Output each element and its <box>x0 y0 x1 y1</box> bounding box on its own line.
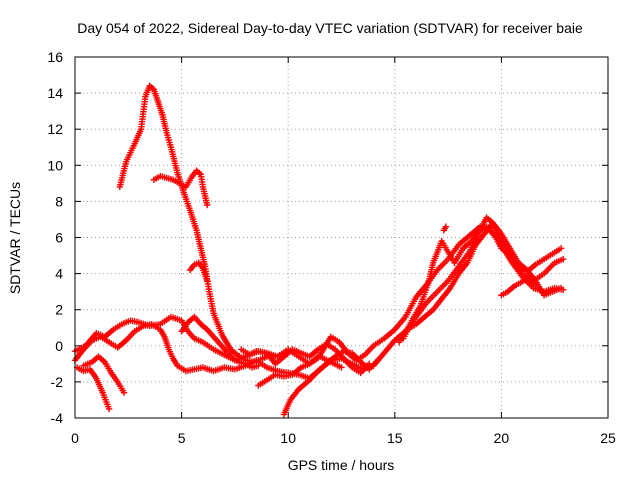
data-point <box>105 405 113 413</box>
data-point <box>557 284 565 292</box>
x-tick-label: 20 <box>494 430 510 446</box>
data-point <box>557 245 565 252</box>
y-axis-label: SDTVAR / TECUs <box>7 182 23 294</box>
series-track-n <box>440 223 450 234</box>
y-tick-label: 6 <box>55 230 63 246</box>
y-tick-label: 0 <box>55 338 63 354</box>
tick-labels: 0 5 10 15 20 25 -4 -2 0 2 4 6 8 10 12 14 16 <box>47 49 616 446</box>
data-point <box>366 360 373 368</box>
axis-ticks <box>74 56 609 419</box>
series-track-b <box>150 167 211 209</box>
x-axis-label: GPS time / hours <box>288 457 395 473</box>
series-track-m <box>395 219 565 346</box>
y-tick-label: 4 <box>55 266 63 282</box>
y-tick-label: 12 <box>47 121 63 137</box>
y-tick-label: 14 <box>47 85 63 101</box>
series-track-c <box>186 259 211 285</box>
data-point <box>149 85 156 92</box>
data-point <box>338 364 345 371</box>
gridlines <box>75 57 608 418</box>
series-track-k <box>178 313 262 371</box>
series-track-e <box>73 364 113 413</box>
y-tick-label: 16 <box>47 49 63 65</box>
series-track-f <box>80 353 128 396</box>
x-tick-label: 5 <box>178 430 186 446</box>
data-point <box>196 169 203 177</box>
x-tick-label: 0 <box>71 430 79 446</box>
series-track-j <box>255 353 345 389</box>
chart-title: Day 054 of 2022, Sidereal Day-to-day VTE… <box>77 20 583 36</box>
data-point <box>120 389 128 396</box>
y-tick-label: -2 <box>51 374 64 390</box>
plot-frame <box>74 56 609 419</box>
y-tick-label: 10 <box>47 157 63 173</box>
series-track-i <box>238 340 373 377</box>
series-track-l <box>400 223 565 342</box>
data-point <box>530 281 537 288</box>
y-tick-label: -4 <box>51 410 64 426</box>
x-tick-label: 15 <box>387 430 403 446</box>
series-track-o <box>498 275 537 299</box>
data-point <box>203 201 211 209</box>
data-point <box>374 357 381 364</box>
data-point <box>560 255 567 263</box>
data-point <box>255 362 262 369</box>
data-point <box>442 223 450 230</box>
x-tick-label: 25 <box>600 430 616 446</box>
data-point <box>203 277 211 285</box>
data-points <box>71 82 567 418</box>
y-tick-label: 8 <box>55 193 63 209</box>
series-track-h <box>280 348 381 418</box>
y-tick-label: 2 <box>55 302 63 318</box>
x-tick-label: 10 <box>280 430 296 446</box>
